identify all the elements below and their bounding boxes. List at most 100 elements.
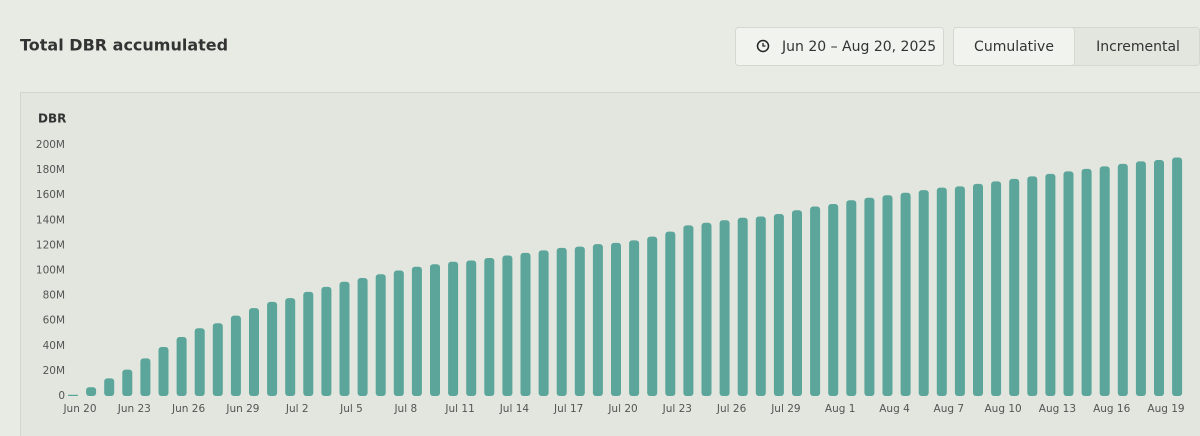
y-tick-label: 60M: [43, 315, 65, 327]
x-tick-label: Aug 10: [984, 403, 1021, 415]
bar: [158, 347, 169, 396]
bar: [954, 186, 965, 396]
y-tick-label: 120M: [36, 239, 65, 251]
bar: [502, 255, 513, 396]
bar: [755, 216, 766, 396]
bar: [918, 190, 929, 396]
bar: [357, 278, 368, 396]
bar: [375, 274, 386, 396]
x-tick-label: Aug 1: [825, 403, 856, 415]
y-tick-label: 100M: [36, 265, 65, 277]
x-tick-label: Jul 17: [553, 403, 583, 415]
bar: [267, 301, 278, 396]
y-tick-label: 140M: [36, 214, 65, 226]
y-tick-label: 160M: [36, 189, 65, 201]
x-tick-label: Aug 16: [1093, 403, 1131, 415]
bar: [393, 270, 404, 396]
bar: [574, 246, 585, 396]
bar: [466, 260, 477, 396]
plot: 0 20M 40M 60M 80M 100M 120M 140M 160M 180M 200M Jun…: [36, 139, 1185, 415]
y-tick-label: 200M: [36, 139, 65, 151]
bar: [792, 210, 802, 396]
bar: [1154, 160, 1164, 396]
bar: [140, 358, 151, 396]
bar: [194, 328, 205, 396]
y-tick-label: 0: [58, 390, 65, 402]
bar: [86, 387, 97, 396]
x-tick-label: Aug 7: [934, 403, 965, 415]
x-tick-label: Jun 26: [171, 403, 205, 415]
bar: [1081, 168, 1092, 396]
bar: [212, 323, 223, 396]
x-tick-label: Jul 5: [339, 403, 363, 415]
bar: [701, 222, 712, 396]
y-tick-label: 20M: [43, 365, 65, 377]
bar: [1063, 171, 1074, 396]
date-picker[interactable]: Jun 20 – Aug 20, 2025: [735, 27, 944, 66]
x-tick-label: Jul 20: [607, 403, 637, 415]
bar: [900, 192, 911, 396]
bar: [230, 315, 241, 396]
bar: [1172, 157, 1183, 396]
bar: [1117, 163, 1128, 396]
bar: [538, 250, 549, 396]
x-tick-label: Jun 29: [225, 403, 259, 415]
bar: [68, 394, 78, 396]
bar: [1135, 161, 1146, 396]
bar: [285, 298, 296, 396]
x-tick-label: Jul 29: [770, 403, 800, 415]
bar: [122, 369, 133, 396]
bar: [973, 183, 983, 396]
bar: [411, 266, 422, 396]
bar: [864, 197, 875, 396]
bar: [1045, 173, 1056, 396]
bar: [592, 244, 603, 396]
bar: [882, 195, 893, 396]
y-axis-label: DBR: [38, 112, 66, 126]
bar: [991, 181, 1002, 396]
bar: [249, 308, 259, 396]
bar: [176, 337, 187, 396]
bar: [556, 247, 567, 396]
x-tick-label: Jul 2: [285, 403, 309, 415]
bar: [611, 242, 621, 396]
bar: [810, 206, 821, 396]
date-range: Jun 20 – Aug 20, 2025: [781, 39, 936, 55]
y-tick-label: 80M: [43, 290, 65, 302]
bar: [1027, 176, 1038, 396]
x-tick-label: Jul 14: [499, 403, 530, 415]
bar: [846, 200, 857, 396]
x-tick-label: Jul 23: [662, 403, 692, 415]
bar: [647, 236, 658, 396]
bar: [321, 286, 332, 396]
x-tick-label: Jun 20: [62, 403, 96, 415]
x-tick-label: Jul 26: [716, 403, 747, 415]
x-tick-label: Aug 19: [1147, 403, 1184, 415]
bar: [737, 217, 748, 396]
tab[interactable]: [953, 27, 1075, 66]
bar: [719, 220, 730, 396]
bar: [773, 214, 784, 396]
x-tick-label: Jul 8: [393, 403, 417, 415]
bar: [683, 225, 694, 396]
bar: [828, 203, 839, 396]
bar: [1099, 166, 1110, 396]
tab-label[interactable]: Cumulative: [974, 39, 1054, 55]
x-tick-label: Jun 23: [117, 403, 151, 415]
bar: [629, 240, 640, 396]
x-tick-label: Jul 11: [444, 403, 474, 415]
bar: [339, 281, 350, 396]
bar: [104, 378, 115, 396]
bar: [1009, 178, 1020, 396]
bar: [448, 261, 459, 396]
bar: [520, 252, 531, 396]
tab-label[interactable]: Incremental: [1096, 39, 1180, 55]
bar: [665, 231, 676, 396]
x-tick-label: Aug 4: [879, 403, 910, 415]
y-tick-label: 40M: [43, 340, 65, 352]
y-tick-label: 180M: [36, 164, 65, 176]
chart-title: Total DBR accumulated: [20, 36, 228, 55]
bar: [430, 264, 440, 396]
